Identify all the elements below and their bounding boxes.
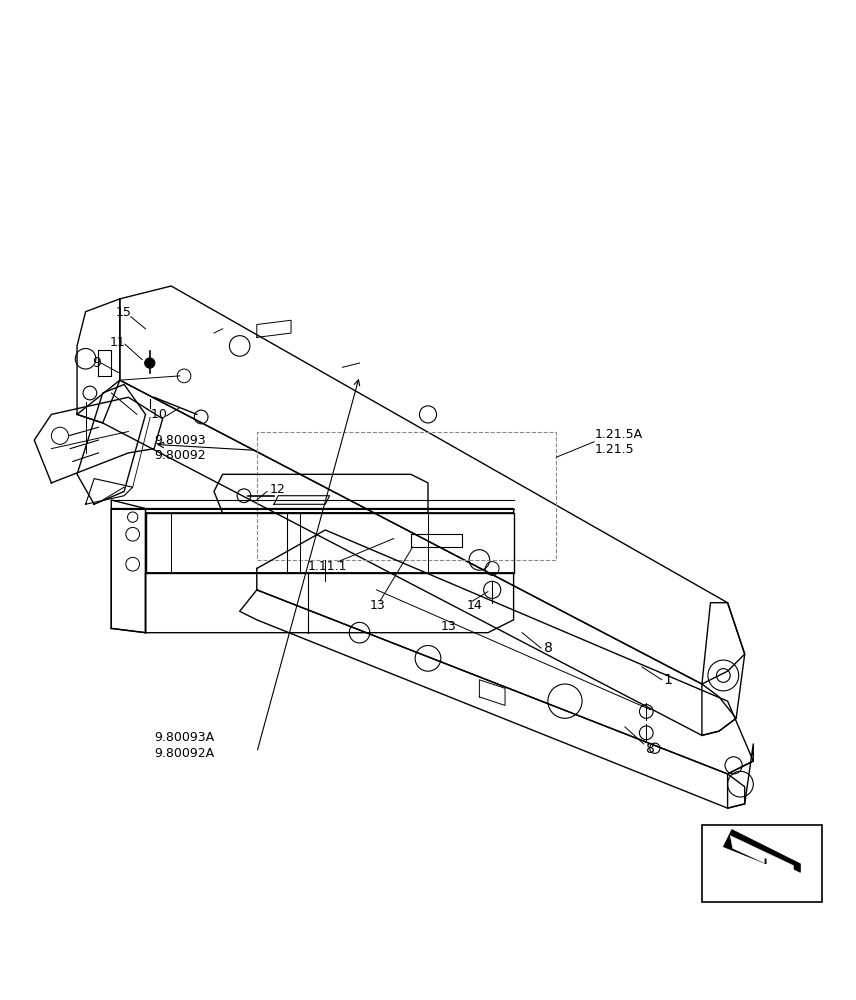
Text: 1.21.5A: 1.21.5A bbox=[595, 428, 643, 441]
Text: 9.80092: 9.80092 bbox=[154, 449, 205, 462]
Text: 1.21.5: 1.21.5 bbox=[595, 443, 634, 456]
Text: .10: .10 bbox=[147, 408, 167, 421]
Bar bbox=[702, 825, 822, 902]
Text: 13: 13 bbox=[370, 599, 385, 612]
Text: 9: 9 bbox=[92, 356, 101, 370]
Circle shape bbox=[650, 743, 660, 753]
Polygon shape bbox=[730, 836, 794, 871]
Text: 13: 13 bbox=[441, 620, 456, 633]
Text: 11: 11 bbox=[110, 336, 125, 349]
Text: 8: 8 bbox=[646, 742, 655, 756]
Text: 15: 15 bbox=[116, 306, 132, 319]
Text: 1.11.1: 1.11.1 bbox=[308, 560, 348, 573]
Text: 12: 12 bbox=[270, 483, 285, 496]
Text: 8: 8 bbox=[544, 641, 552, 655]
Polygon shape bbox=[723, 830, 800, 872]
Text: 9.80092A: 9.80092A bbox=[154, 747, 214, 760]
Text: 9.80093A: 9.80093A bbox=[154, 731, 214, 744]
Circle shape bbox=[145, 358, 155, 368]
Text: 1: 1 bbox=[663, 673, 672, 687]
Text: 9.80093: 9.80093 bbox=[154, 434, 205, 447]
Text: 14: 14 bbox=[467, 599, 482, 612]
